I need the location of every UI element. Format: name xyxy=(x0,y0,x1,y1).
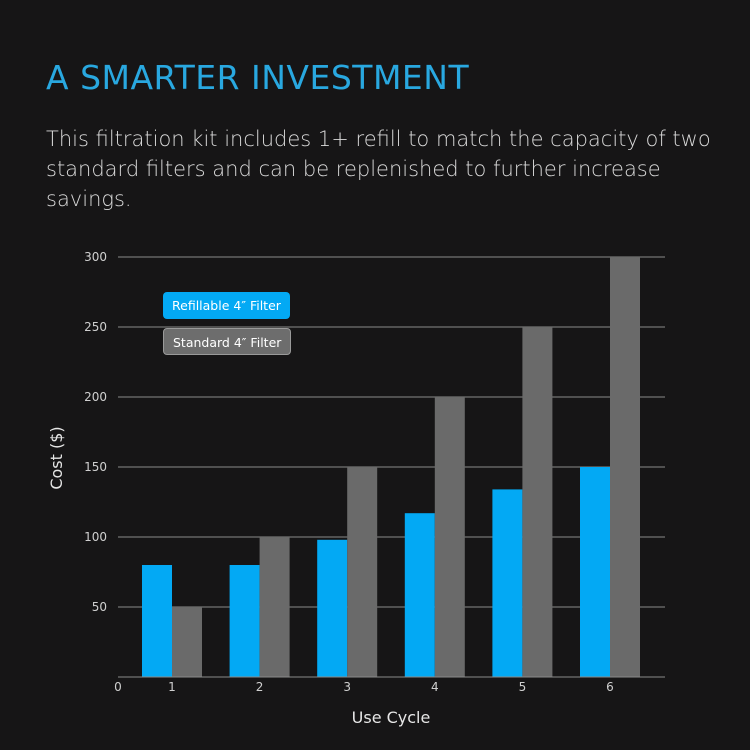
bar-standard xyxy=(434,397,465,677)
x-tick-label: 4 xyxy=(431,680,439,694)
x-axis-title: Use Cycle xyxy=(352,708,431,727)
headline: A SMARTER INVESTMENT xyxy=(46,58,470,97)
legend-refillable: Refillable 4″ Filter xyxy=(163,292,290,319)
bar-refillable xyxy=(229,565,260,677)
description: This filtration kit includes 1+ refill t… xyxy=(46,127,711,211)
x-tick-label: 5 xyxy=(519,680,527,694)
y-tick-label: 150 xyxy=(84,460,107,474)
x-tick-label: 3 xyxy=(343,680,351,694)
bar-standard xyxy=(522,327,553,677)
bar-refillable xyxy=(580,467,610,677)
y-tick-label: 50 xyxy=(92,600,107,614)
bar-refillable xyxy=(492,489,523,677)
y-tick-label: 300 xyxy=(84,250,107,264)
y-tick-label: 200 xyxy=(84,390,107,404)
bar-refillable xyxy=(317,539,348,677)
x-tick-label: 2 xyxy=(256,680,264,694)
bar-standard xyxy=(259,537,290,677)
x-origin-label: 0 xyxy=(114,680,122,694)
x-tick-label: 6 xyxy=(606,680,614,694)
y-tick-label: 100 xyxy=(84,530,107,544)
bar-standard xyxy=(347,467,378,677)
x-tick-label: 1 xyxy=(168,680,176,694)
bar-refillable xyxy=(142,565,172,677)
y-tick-label: 250 xyxy=(84,320,107,334)
y-axis-title: Cost ($) xyxy=(47,426,66,489)
bar-refillable xyxy=(404,513,435,677)
legend-standard: Standard 4″ Filter xyxy=(163,328,292,355)
bar-standard xyxy=(610,257,640,677)
bar-standard xyxy=(172,607,202,677)
